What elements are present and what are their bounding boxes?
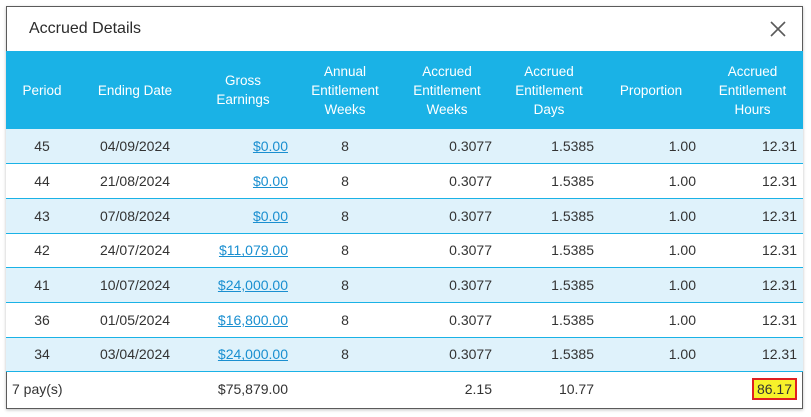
- cell-ending-date: 04/09/2024: [78, 129, 192, 165]
- col-header-accrued-entitlement-weeks[interactable]: Accrued Entitlement Weeks: [396, 51, 498, 129]
- table-header-row: Period Ending Date Gross Earnings Annual…: [6, 51, 803, 129]
- accrued-details-dialog: Accrued Details Period Ending Date Gross…: [6, 6, 803, 409]
- cell-period: 36: [6, 302, 78, 338]
- cell-accrued-days: 1.5385: [498, 129, 600, 165]
- cell-ending-date: 07/08/2024: [78, 198, 192, 234]
- cell-ending-date: 24/07/2024: [78, 233, 192, 269]
- accrued-details-table: Period Ending Date Gross Earnings Annual…: [6, 51, 803, 406]
- cell-period: 34: [6, 337, 78, 373]
- gross-earnings-link[interactable]: $0.00: [252, 207, 288, 224]
- cell-annual-weeks: 8: [294, 267, 396, 303]
- gross-earnings-link[interactable]: $24,000.00: [217, 277, 288, 294]
- cell-accrued-weeks: 0.3077: [396, 129, 498, 165]
- table-row: 36 01/05/2024 $16,800.00 8 0.3077 1.5385…: [6, 302, 803, 338]
- dialog-header: Accrued Details: [7, 7, 802, 51]
- cell-accrued-days: 1.5385: [498, 337, 600, 373]
- cell-period: 45: [6, 129, 78, 165]
- cell-proportion: 1.00: [600, 129, 702, 165]
- cell-accrued-days: 1.5385: [498, 302, 600, 338]
- totals-gross-earnings: $75,879.00: [217, 381, 288, 398]
- gross-earnings-link[interactable]: $24,000.00: [217, 346, 288, 363]
- cell-proportion: 1.00: [600, 198, 702, 234]
- table-row: 42 24/07/2024 $11,079.00 8 0.3077 1.5385…: [6, 233, 803, 269]
- cell-period: 41: [6, 267, 78, 303]
- cell-accrued-hours: 12.31: [702, 129, 803, 165]
- cell-proportion: 1.00: [600, 337, 702, 373]
- gross-earnings-link[interactable]: $0.00: [252, 173, 288, 190]
- col-header-annual-entitlement-weeks[interactable]: Annual Entitlement Weeks: [294, 51, 396, 129]
- cell-accrued-weeks: 0.3077: [396, 198, 498, 234]
- col-header-period[interactable]: Period: [6, 51, 78, 129]
- table-row: 43 07/08/2024 $0.00 8 0.3077 1.5385 1.00…: [6, 198, 803, 234]
- cell-proportion: 1.00: [600, 233, 702, 269]
- col-header-accrued-entitlement-days[interactable]: Accrued Entitlement Days: [498, 51, 600, 129]
- cell-ending-date: 21/08/2024: [78, 163, 192, 199]
- table-row: 45 04/09/2024 $0.00 8 0.3077 1.5385 1.00…: [6, 129, 803, 165]
- cell-accrued-hours: 12.31: [702, 267, 803, 303]
- totals-accrued-days: 10.77: [558, 381, 594, 398]
- cell-annual-weeks: 8: [294, 302, 396, 338]
- col-header-gross-earnings[interactable]: Gross Earnings: [192, 51, 294, 129]
- cell-period: 43: [6, 198, 78, 234]
- totals-row: 7 pay(s) $75,879.00 2.15 10.77 86.17: [6, 372, 803, 406]
- cell-proportion: 1.00: [600, 302, 702, 338]
- totals-empty-cell: [600, 372, 702, 406]
- cell-accrued-weeks: 0.3077: [396, 163, 498, 199]
- cell-annual-weeks: 8: [294, 337, 396, 373]
- table-row: 41 10/07/2024 $24,000.00 8 0.3077 1.5385…: [6, 267, 803, 303]
- totals-pay-count: 7 pay(s): [12, 381, 63, 398]
- cell-accrued-hours: 12.31: [702, 302, 803, 338]
- cell-ending-date: 10/07/2024: [78, 267, 192, 303]
- col-header-accrued-entitlement-hours[interactable]: Accrued Entitlement Hours: [702, 51, 803, 129]
- cell-accrued-hours: 12.31: [702, 163, 803, 199]
- cell-accrued-days: 1.5385: [498, 198, 600, 234]
- cell-accrued-days: 1.5385: [498, 163, 600, 199]
- cell-period: 44: [6, 163, 78, 199]
- gross-earnings-link[interactable]: $11,079.00: [218, 242, 288, 259]
- cell-ending-date: 01/05/2024: [78, 302, 192, 338]
- gross-earnings-link[interactable]: $16,800.00: [217, 311, 288, 328]
- table-row: 34 03/04/2024 $24,000.00 8 0.3077 1.5385…: [6, 337, 803, 373]
- cell-accrued-hours: 12.31: [702, 337, 803, 373]
- gross-earnings-link[interactable]: $0.00: [252, 138, 288, 155]
- cell-accrued-weeks: 0.3077: [396, 233, 498, 269]
- totals-empty-cell: [294, 372, 396, 406]
- cell-period: 42: [6, 233, 78, 269]
- cell-accrued-weeks: 0.3077: [396, 267, 498, 303]
- cell-accrued-hours: 12.31: [702, 198, 803, 234]
- cell-ending-date: 03/04/2024: [78, 337, 192, 373]
- cell-accrued-hours: 12.31: [702, 233, 803, 269]
- cell-annual-weeks: 8: [294, 233, 396, 269]
- cell-accrued-days: 1.5385: [498, 233, 600, 269]
- cell-annual-weeks: 8: [294, 129, 396, 165]
- totals-accrued-hours-highlight: 86.17: [751, 378, 797, 401]
- col-header-ending-date[interactable]: Ending Date: [78, 51, 192, 129]
- dialog-title: Accrued Details: [29, 20, 142, 37]
- cell-annual-weeks: 8: [294, 163, 396, 199]
- table-row: 44 21/08/2024 $0.00 8 0.3077 1.5385 1.00…: [6, 163, 803, 199]
- cell-accrued-days: 1.5385: [498, 267, 600, 303]
- cell-accrued-weeks: 0.3077: [396, 337, 498, 373]
- totals-accrued-weeks: 2.15: [464, 381, 492, 398]
- cell-accrued-weeks: 0.3077: [396, 302, 498, 338]
- close-button[interactable]: [768, 19, 788, 39]
- cell-annual-weeks: 8: [294, 198, 396, 234]
- cell-proportion: 1.00: [600, 267, 702, 303]
- col-header-proportion[interactable]: Proportion: [600, 51, 702, 129]
- close-icon: [770, 21, 786, 37]
- cell-proportion: 1.00: [600, 163, 702, 199]
